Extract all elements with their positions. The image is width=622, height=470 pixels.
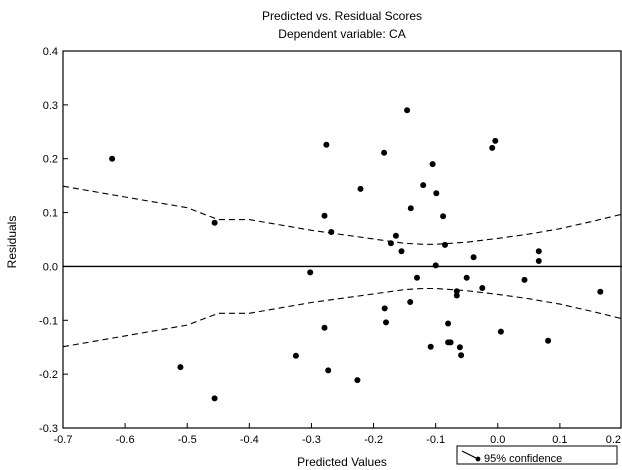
x-tick-label: -0.3 <box>302 434 321 446</box>
data-point-48 <box>597 288 604 295</box>
data-point-36 <box>456 344 463 351</box>
data-point-15 <box>387 240 394 247</box>
data-point-31 <box>445 320 452 327</box>
x-tick-label: -0.6 <box>116 434 135 446</box>
data-point-12 <box>354 377 361 384</box>
data-point-22 <box>407 299 414 305</box>
y-tick-label: 0.0 <box>43 261 58 273</box>
x-tick-label: -0.5 <box>178 434 197 446</box>
data-point-23 <box>414 274 420 281</box>
data-point-18 <box>383 319 389 326</box>
data-points <box>109 107 604 402</box>
data-point-14 <box>381 149 388 156</box>
y-tick-label: -0.3 <box>39 423 58 435</box>
plot-frame <box>62 50 622 429</box>
y-tick-label: 0.3 <box>43 100 58 112</box>
data-point-8 <box>321 212 328 219</box>
data-point-17 <box>381 305 388 312</box>
data-point-35 <box>453 292 460 299</box>
data-point-11 <box>325 367 332 374</box>
y-axis-label: Residuals <box>5 216 19 269</box>
legend-point-swatch <box>475 456 481 462</box>
y-tick-label: 0.4 <box>43 46 58 58</box>
data-point-7 <box>323 141 330 148</box>
data-point-40 <box>489 144 496 151</box>
y-tick-label: 0.2 <box>43 154 58 166</box>
confidence-band-lower <box>62 287 622 348</box>
chart-subtitle: Dependent variable: CA <box>278 27 405 41</box>
data-point-28 <box>442 241 448 248</box>
data-point-33 <box>447 339 454 346</box>
confidence-band <box>62 185 622 348</box>
data-point-27 <box>440 213 447 220</box>
data-point-30 <box>427 343 434 350</box>
x-tick-label: -0.1 <box>426 434 445 446</box>
data-point-46 <box>535 258 542 264</box>
data-point-44 <box>521 276 528 283</box>
data-point-4 <box>211 395 218 402</box>
data-point-25 <box>429 161 436 168</box>
data-point-19 <box>398 248 405 255</box>
y-axis-ticks: -0.3 -0.2 -0.1 0.0 0.1 0.2 0.3 0.4 <box>39 46 68 435</box>
data-point-24 <box>420 182 427 189</box>
data-point-29 <box>432 262 439 269</box>
data-point-38 <box>463 274 470 281</box>
legend-line-swatch <box>461 450 479 460</box>
data-point-34 <box>453 288 460 295</box>
legend-label: 95% confidence <box>484 453 562 465</box>
data-point-10 <box>321 324 328 331</box>
x-tick-label: 0.1 <box>552 434 567 446</box>
legend: 95% confidence <box>456 445 618 465</box>
data-point-13 <box>357 185 364 192</box>
data-point-20 <box>404 107 411 114</box>
data-point-3 <box>177 364 184 371</box>
data-point-9 <box>328 229 335 235</box>
data-point-47 <box>545 337 552 344</box>
data-point-21 <box>407 205 414 212</box>
x-tick-label: 0.0 <box>490 434 505 446</box>
data-point-45 <box>535 248 542 255</box>
data-point-1 <box>109 155 116 162</box>
data-point-42 <box>479 285 486 291</box>
data-point-39 <box>470 254 477 261</box>
y-tick-label: -0.1 <box>39 315 58 327</box>
x-tick-label: 0.2 <box>606 434 621 446</box>
data-point-43 <box>497 328 504 335</box>
chart-title: Predicted vs. Residual Scores <box>262 9 422 23</box>
x-axis-ticks: -0.7 -0.6 -0.5 -0.4 -0.3 -0.2 -0.1 0.0 0.1 0.2 <box>54 423 622 446</box>
data-point-2 <box>211 219 218 226</box>
x-tick-label: -0.2 <box>364 434 383 446</box>
y-tick-label: 0.1 <box>43 208 58 220</box>
y-tick-label: -0.2 <box>39 369 58 381</box>
data-point-6 <box>307 269 314 276</box>
legend-box <box>456 445 618 465</box>
x-tick-label: -0.7 <box>54 434 73 446</box>
confidence-band-upper <box>62 185 622 245</box>
data-point-16 <box>392 232 399 239</box>
x-axis-label: Predicted Values <box>297 455 387 469</box>
data-point-37 <box>458 352 465 359</box>
x-tick-label: -0.4 <box>240 434 259 446</box>
data-point-26 <box>433 190 440 197</box>
data-point-41 <box>492 137 499 144</box>
data-point-5 <box>292 352 299 359</box>
